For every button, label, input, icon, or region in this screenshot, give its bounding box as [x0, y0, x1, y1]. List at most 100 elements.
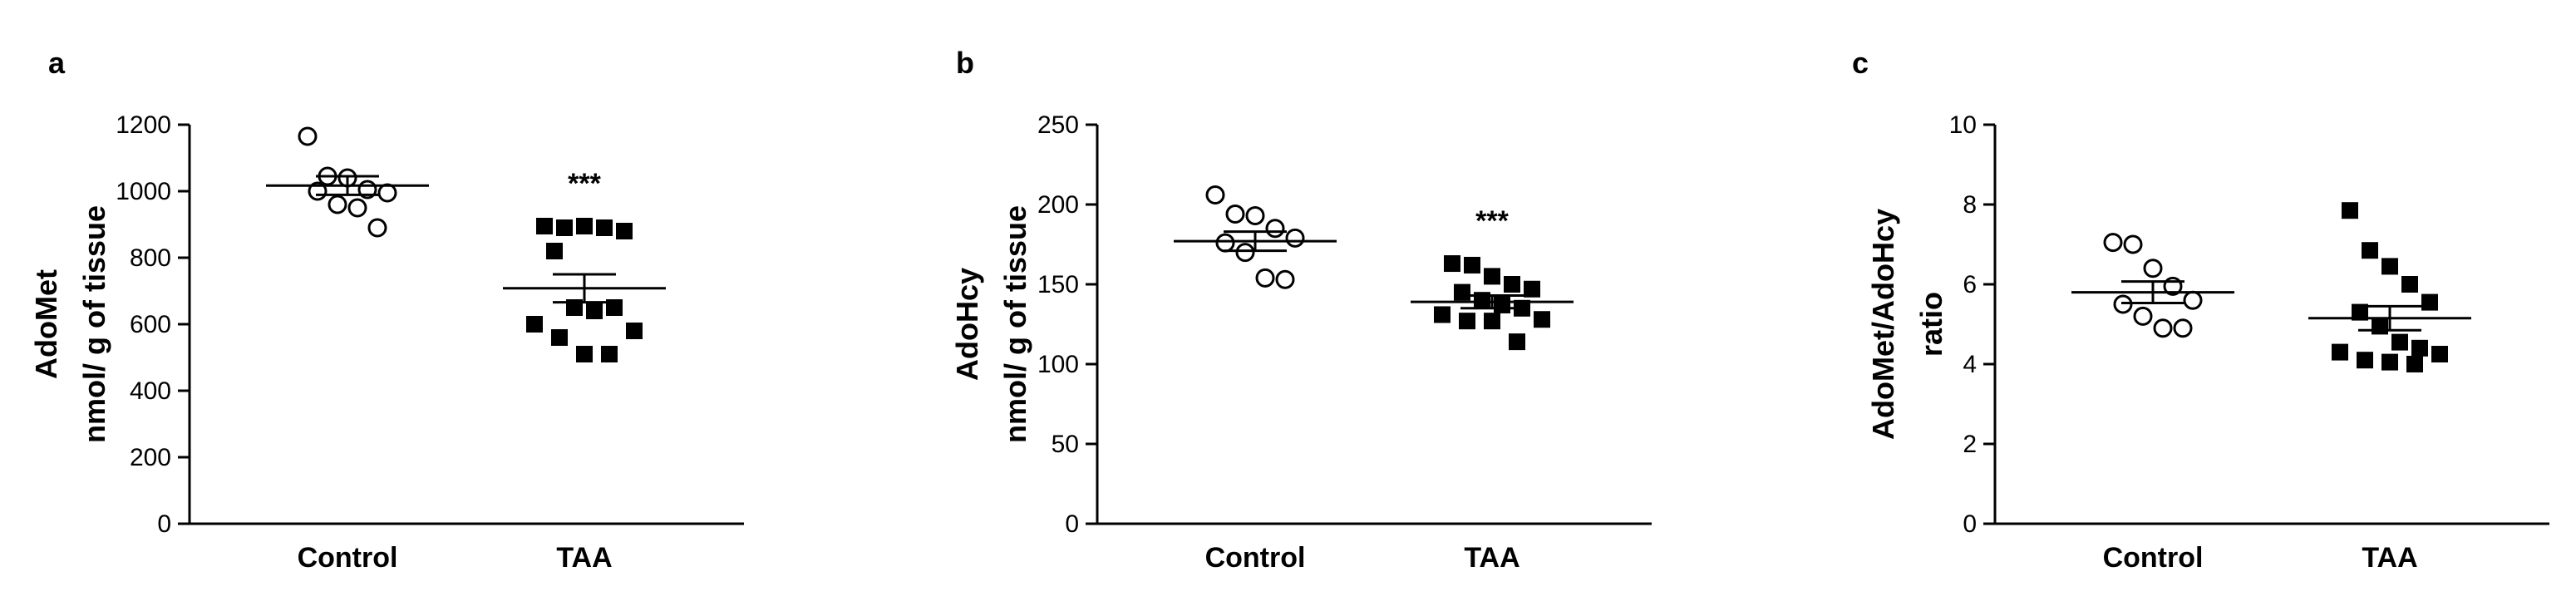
data-point — [1494, 296, 1510, 313]
data-point — [2406, 356, 2423, 372]
data-point — [576, 346, 593, 362]
data-point — [1255, 268, 1275, 288]
y-tick-label: 4 — [1963, 351, 1977, 378]
data-point — [1504, 276, 1520, 293]
y-axis-title: nmol/ g of tissue — [998, 205, 1032, 443]
data-point — [367, 218, 387, 238]
data-point — [377, 183, 397, 203]
y-axis-title: ratio — [1914, 292, 1948, 357]
data-point — [347, 198, 367, 218]
series-taa: *** — [1411, 205, 1574, 351]
y-tick-label: 600 — [130, 311, 171, 338]
series-taa — [2308, 202, 2471, 372]
y-tick-label: 100 — [1037, 351, 1079, 378]
data-point — [1275, 269, 1295, 289]
data-point — [1215, 233, 1235, 253]
data-point — [2332, 343, 2348, 361]
data-point — [551, 329, 568, 346]
data-point — [1509, 333, 1525, 351]
data-point — [2153, 318, 2173, 338]
y-tick-label: 200 — [130, 444, 171, 471]
x-category-label: TAA — [556, 542, 612, 574]
data-point — [616, 223, 633, 239]
data-point — [586, 303, 603, 319]
data-point — [1524, 280, 1540, 298]
x-category-label: TAA — [1464, 542, 1519, 574]
data-point — [1285, 228, 1305, 248]
y-axis-title: AdoMet — [29, 269, 63, 379]
y-axis-title: nmol/ g of tissue — [77, 205, 111, 443]
data-point — [2357, 352, 2373, 369]
data-point — [2103, 233, 2123, 253]
chart-panel-a: a 0 200 400 600 800 1000 1200 AdoMet nmol/ g of t… — [29, 46, 744, 574]
data-point — [2143, 259, 2163, 278]
data-point — [1459, 313, 1475, 330]
panel-letter: b — [956, 46, 974, 80]
series-taa: *** — [503, 168, 666, 362]
data-point — [536, 218, 553, 234]
data-point — [2133, 306, 2153, 326]
data-point — [2342, 202, 2358, 219]
data-point — [2421, 293, 2438, 311]
significance-marker: *** — [568, 168, 601, 200]
y-axis-title: AdoMet/AdoHcy — [1866, 209, 1900, 440]
data-point — [2372, 318, 2388, 335]
series-control — [1174, 185, 1337, 289]
data-point — [1454, 283, 1470, 301]
data-point — [2362, 242, 2378, 259]
y-tick-label: 1000 — [116, 178, 171, 205]
data-point — [328, 195, 347, 214]
data-point — [2391, 333, 2408, 351]
y-tick-label: 400 — [130, 377, 171, 405]
data-point — [556, 219, 573, 236]
data-point — [1245, 205, 1265, 225]
y-axis-title: AdoHcy — [950, 268, 984, 381]
data-point — [2352, 303, 2368, 321]
y-tick-label: 150 — [1037, 271, 1079, 298]
x-category-label: Control — [298, 542, 398, 574]
y-tick-label: 0 — [1963, 510, 1977, 538]
data-point — [2381, 258, 2398, 275]
series-control — [2071, 233, 2234, 338]
y-tick-label: 800 — [130, 244, 171, 272]
y-tick-label: 2 — [1963, 431, 1977, 458]
data-point — [2183, 290, 2203, 310]
data-point — [626, 323, 643, 339]
data-point — [596, 219, 613, 236]
x-category-label: Control — [2103, 542, 2204, 574]
panel-letter: c — [1852, 46, 1869, 80]
data-point — [1434, 306, 1451, 323]
y-tick-label: 250 — [1037, 111, 1079, 139]
y-tick-label: 10 — [1949, 111, 1977, 139]
data-point — [1484, 268, 1500, 285]
data-point — [1484, 313, 1500, 330]
data-point — [526, 316, 543, 333]
data-point — [2173, 318, 2193, 338]
data-point — [2431, 346, 2448, 362]
data-point — [2411, 339, 2428, 357]
data-point — [2401, 276, 2418, 293]
x-category-label: TAA — [2362, 542, 2417, 574]
data-point — [2123, 234, 2143, 254]
y-tick-label: 8 — [1963, 191, 1977, 219]
chart-panel-c: c 0 2 4 6 8 10 AdoMet/AdoHcy ratio Control TAA — [1852, 46, 2549, 574]
data-point — [1205, 185, 1225, 205]
data-point — [1444, 255, 1460, 273]
data-point — [601, 346, 618, 362]
chart-panel-b: b 0 50 100 150 200 250 AdoHcy nmol/ g of tissue C… — [950, 46, 1652, 574]
y-tick-label: 6 — [1963, 271, 1977, 298]
y-tick-label: 1200 — [116, 111, 171, 139]
y-tick-label: 50 — [1052, 431, 1079, 458]
panel-letter: a — [48, 46, 66, 80]
data-point — [1534, 311, 1550, 328]
data-point — [576, 218, 593, 234]
x-category-label: Control — [1205, 542, 1306, 574]
significance-marker: *** — [1475, 205, 1509, 237]
data-point — [1265, 219, 1285, 239]
series-control — [266, 126, 429, 238]
y-tick-label: 0 — [157, 510, 171, 538]
data-point — [2381, 353, 2398, 371]
y-tick-label: 200 — [1037, 191, 1079, 219]
data-point — [298, 126, 318, 146]
